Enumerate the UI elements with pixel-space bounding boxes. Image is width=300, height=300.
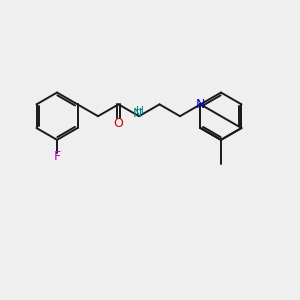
Text: O: O [114, 117, 124, 130]
Text: F: F [53, 150, 61, 163]
Text: N: N [196, 98, 205, 111]
Text: N: N [133, 107, 142, 120]
Text: H: H [136, 106, 144, 116]
